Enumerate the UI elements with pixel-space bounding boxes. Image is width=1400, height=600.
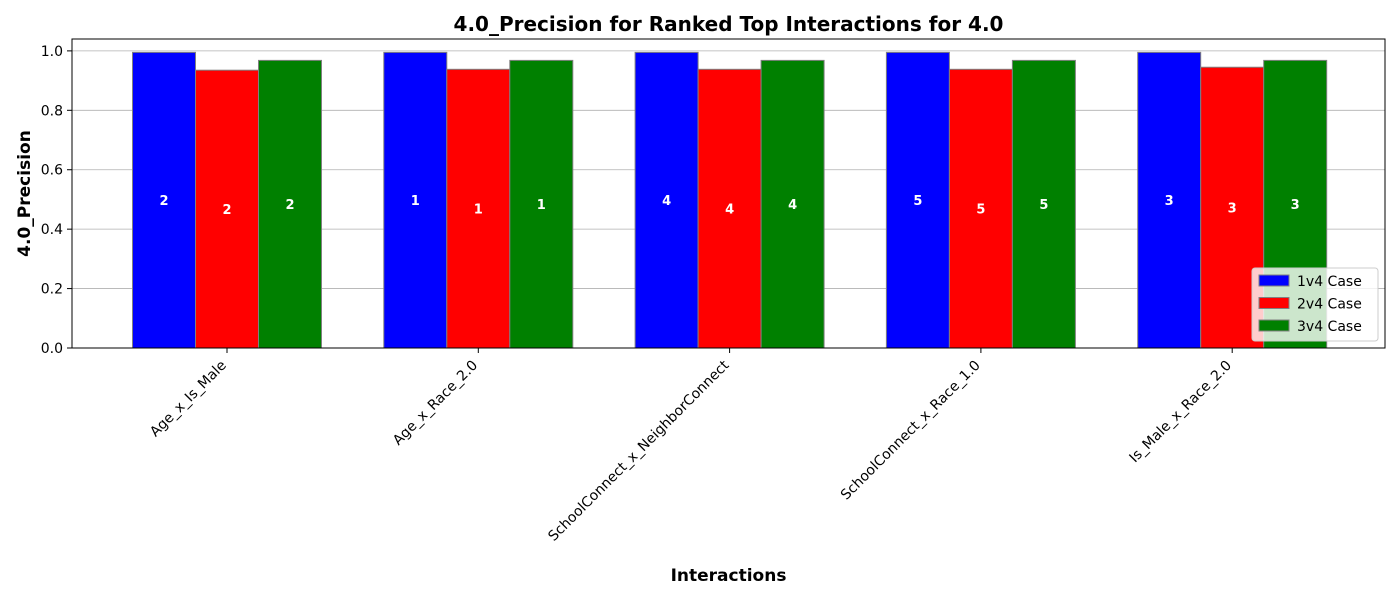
legend-label: 1v4 Case xyxy=(1297,274,1362,290)
y-tick-label: 1.0 xyxy=(41,44,63,60)
x-tick-label: SchoolConnect_x_NeighborConnect xyxy=(545,357,732,544)
bar-value-label: 5 xyxy=(976,203,985,218)
legend-swatch xyxy=(1258,297,1290,309)
bar-1v4-case xyxy=(383,51,448,349)
y-axis-title: 4.0_Precision xyxy=(15,130,35,257)
y-tick-label: 0.2 xyxy=(41,282,63,298)
bar-2v4-case xyxy=(697,68,762,349)
bar-value-label: 5 xyxy=(1039,198,1048,213)
x-axis-title: Interactions xyxy=(671,566,787,586)
x-tick-label: Age_x_Is_Male xyxy=(147,358,230,441)
bar-labels: 2 2 2 1 1 1 4 4 4 5 5 5 3 3 3 xyxy=(159,194,1299,218)
legend-label: 3v4 Case xyxy=(1297,319,1362,335)
x-tick-label: Is_Male_x_Race_2.0 xyxy=(1127,358,1236,467)
y-axis: 0.0 0.2 0.4 0.6 0.8 1.0 xyxy=(41,44,72,357)
bar-value-label: 5 xyxy=(913,194,922,209)
bars xyxy=(132,51,1328,349)
x-tick-label: SchoolConnect_x_Race_1.0 xyxy=(838,358,984,504)
bar-value-label: 3 xyxy=(1165,194,1174,209)
y-tick-label: 0.8 xyxy=(41,103,63,119)
bar-3v4-case xyxy=(509,59,574,349)
bar-value-label: 4 xyxy=(662,194,671,209)
bar-1v4-case xyxy=(634,51,699,349)
bar-3v4-case xyxy=(1011,59,1076,349)
bar-3v4-case xyxy=(258,59,322,349)
legend-label: 2v4 Case xyxy=(1297,297,1362,313)
y-tick-label: 0.4 xyxy=(41,222,63,238)
bar-value-label: 2 xyxy=(222,203,231,218)
bar-value-label: 1 xyxy=(537,198,546,213)
bar-value-label: 1 xyxy=(474,203,483,218)
bar-value-label: 4 xyxy=(725,203,734,218)
chart-title: 4.0_Precision for Ranked Top Interaction… xyxy=(454,12,1004,36)
bar-value-label: 4 xyxy=(788,198,797,213)
bar-value-label: 3 xyxy=(1291,198,1300,213)
legend-swatch xyxy=(1258,319,1290,332)
legend: 1v4 Case 2v4 Case 3v4 Case xyxy=(1251,267,1379,342)
plot-frame xyxy=(71,38,1386,349)
x-tick-label: Age_x_Race_2.0 xyxy=(390,358,481,449)
bar-2v4-case xyxy=(446,68,511,349)
bar-1v4-case xyxy=(885,51,950,349)
bar-value-label: 2 xyxy=(285,198,294,213)
y-tick-label: 0.6 xyxy=(41,163,63,179)
bar-value-label: 2 xyxy=(159,194,168,209)
x-axis: Age_x_Is_Male Age_x_Race_2.0 SchoolConnect… xyxy=(147,348,1235,545)
bar-2v4-case xyxy=(948,68,1013,349)
bar-value-label: 1 xyxy=(411,194,420,209)
bar-1v4-case xyxy=(1137,51,1202,349)
bar-value-label: 3 xyxy=(1228,202,1237,217)
legend-swatch xyxy=(1258,274,1290,287)
y-tick-label: 0.0 xyxy=(41,341,63,357)
